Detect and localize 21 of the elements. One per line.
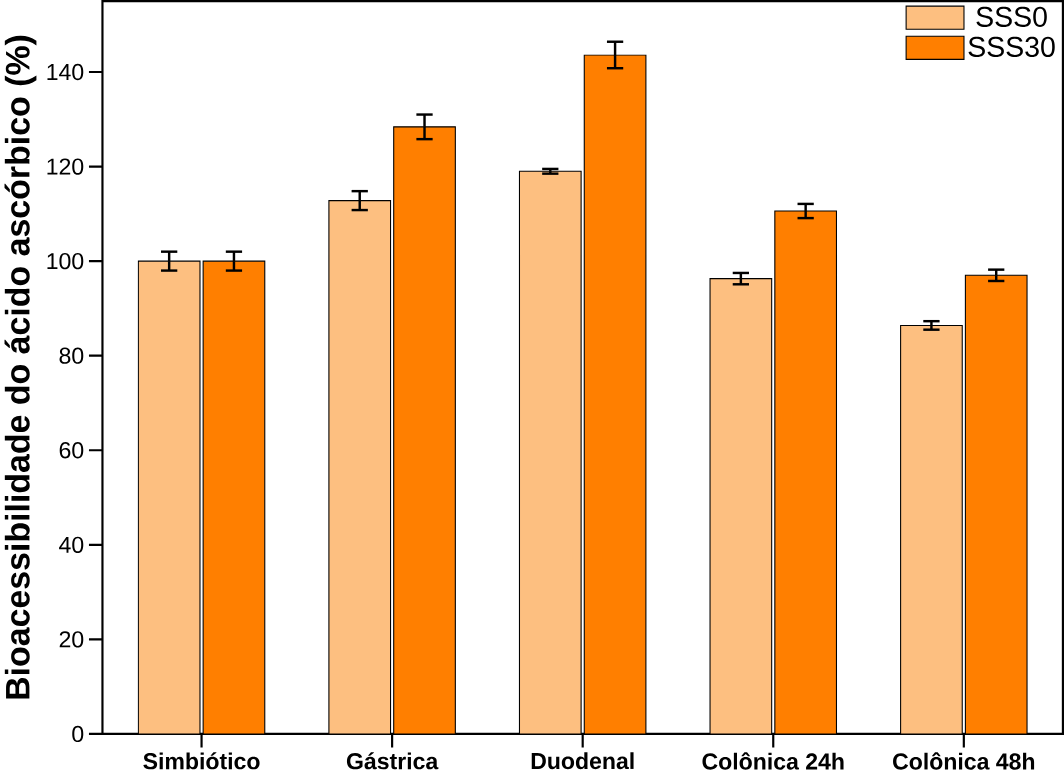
y-tick-label: 0 <box>72 725 84 743</box>
x-tick-label: Gástrica <box>346 752 439 770</box>
y-tick-label: 120 <box>47 158 84 175</box>
y-tick-label: 60 <box>59 442 84 459</box>
x-tick-label: Duodenal <box>531 752 634 770</box>
y-tick-label: 40 <box>59 536 84 553</box>
x-tick-label: Colônica 48h <box>893 752 1035 770</box>
x-tick-label: Colônica 24h <box>702 752 844 770</box>
bar <box>202 260 266 734</box>
y-tick-label: 140 <box>47 63 84 81</box>
legend-label: SSS0 <box>976 6 1047 27</box>
y-tick-label: 20 <box>59 631 84 648</box>
legend-label: SSS30 <box>968 36 1055 57</box>
y-axis-title: Bioacessibilidade do ácido ascórbico (%) <box>4 35 37 699</box>
bar <box>774 210 838 734</box>
bar <box>964 274 1028 734</box>
y-tick-label: 80 <box>59 347 84 364</box>
bar <box>583 54 647 734</box>
x-tick-label: Simbiótico <box>143 752 260 770</box>
y-tick-label: 100 <box>47 252 84 270</box>
bar <box>393 126 456 734</box>
